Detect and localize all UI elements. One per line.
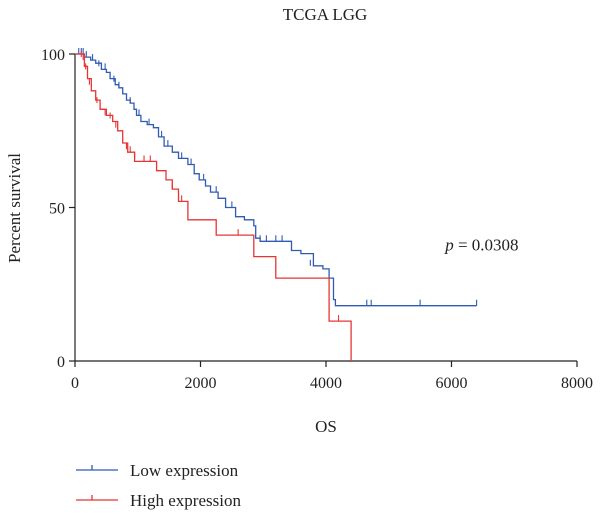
x-tick-label: 4000 (310, 375, 342, 392)
legend-entry-low: Low expression (76, 461, 239, 480)
y-tick-label: 50 (49, 201, 65, 218)
legend: Low expression High expression (76, 461, 241, 510)
p-value-symbol: p (444, 235, 454, 254)
x-tick-label: 2000 (185, 375, 217, 392)
x-axis-ticks: 0 2000 4000 6000 8000 (71, 361, 593, 392)
legend-label-high: High expression (130, 491, 241, 510)
x-tick-label: 8000 (561, 375, 593, 392)
y-axis-label: Percent survival (5, 153, 24, 263)
chart-title: TCGA LGG (283, 5, 368, 24)
y-axis: 0 50 100 Percent survival (5, 47, 76, 371)
x-tick-label: 0 (71, 375, 79, 392)
legend-label-low: Low expression (130, 461, 239, 480)
y-tick-label: 0 (57, 354, 65, 371)
x-tick-label: 6000 (436, 375, 468, 392)
p-value-text: = 0.0308 (454, 235, 519, 254)
x-axis-label: OS (315, 417, 337, 436)
y-tick-label: 100 (41, 47, 65, 64)
legend-entry-high: High expression (76, 491, 241, 510)
x-axis: 0 2000 4000 6000 8000 OS (71, 360, 593, 436)
survival-curve-low (75, 53, 477, 307)
p-value-annotation: p = 0.0308 (444, 235, 518, 254)
survival-curve-high (75, 53, 352, 361)
plot-area (75, 48, 478, 361)
y-axis-ticks: 0 50 100 (41, 47, 75, 371)
